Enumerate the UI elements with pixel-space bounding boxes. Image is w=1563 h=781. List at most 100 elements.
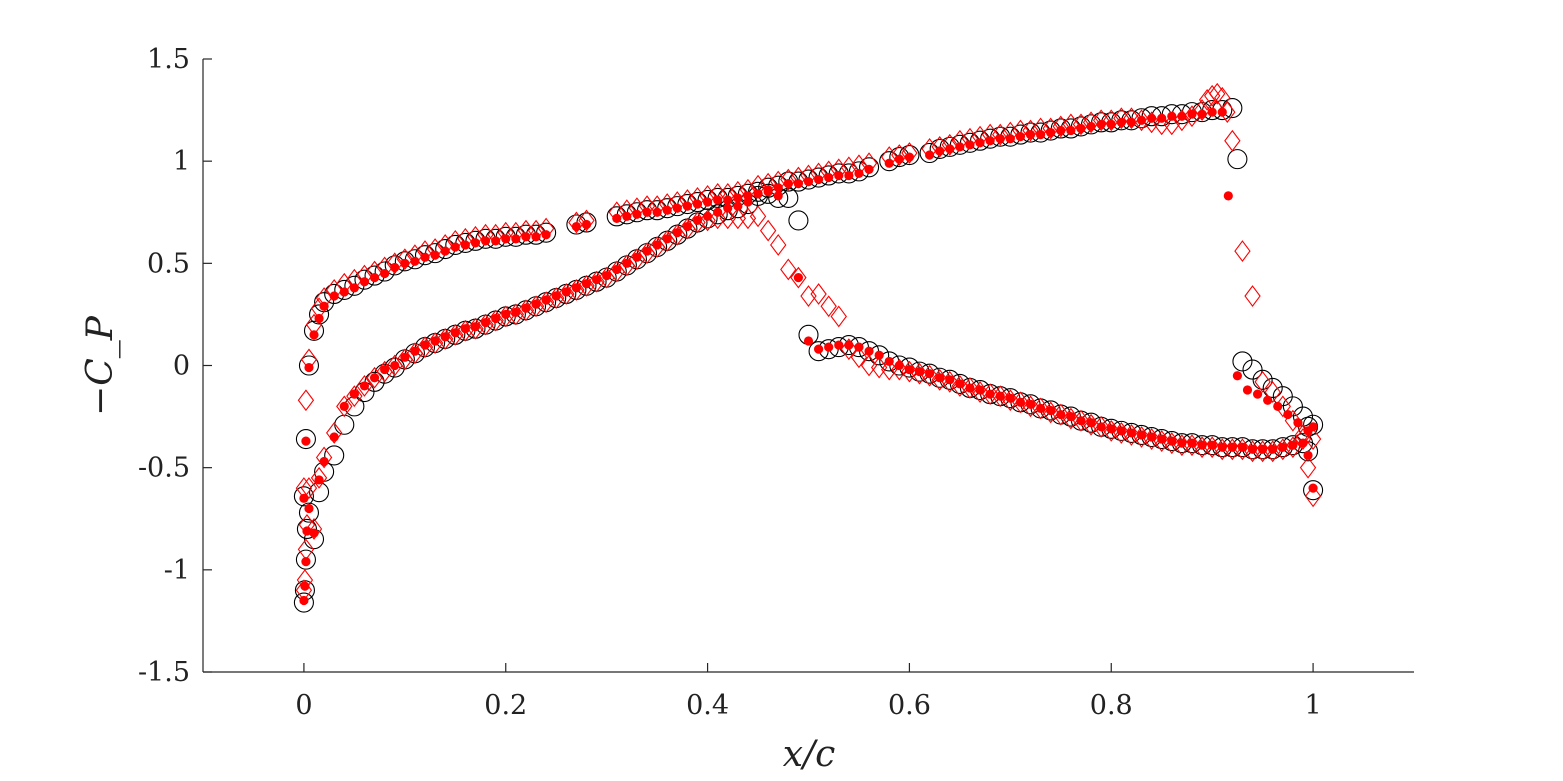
data-point-upper — [396, 248, 414, 271]
data-point-upper — [1103, 109, 1120, 132]
data-point-upper — [305, 313, 323, 336]
data-point-upper — [951, 129, 969, 152]
data-point-lower — [642, 246, 652, 256]
data-point-lower — [329, 432, 339, 442]
data-point-upper — [840, 156, 858, 179]
data-point-upper — [487, 223, 504, 246]
data-point-lower — [1113, 422, 1130, 444]
data-point-upper — [1294, 424, 1312, 446]
y-tick-label: -1 — [164, 555, 190, 586]
y-tick-label: 1 — [173, 146, 190, 177]
data-point-lower — [297, 538, 315, 561]
data-point-lower — [501, 309, 511, 320]
data-point-lower — [803, 336, 814, 346]
data-point-upper — [1002, 121, 1019, 144]
data-point-lower — [793, 273, 804, 283]
x-tick-label: 0.6 — [888, 690, 931, 721]
data-point-upper — [612, 213, 622, 223]
data-point-upper — [733, 193, 743, 203]
data-point-upper — [881, 146, 898, 168]
data-point-upper — [921, 137, 938, 160]
data-point-upper — [527, 219, 545, 242]
data-point-upper — [1042, 117, 1059, 140]
data-point-upper — [1209, 82, 1226, 105]
data-point-lower — [298, 502, 320, 523]
data-point-lower — [527, 295, 545, 318]
data-point-upper — [1273, 401, 1283, 411]
data-point-upper — [1123, 107, 1140, 130]
data-point-upper — [622, 211, 632, 221]
data-point-lower — [1092, 415, 1110, 438]
data-point-upper — [723, 195, 733, 205]
data-point-lower — [336, 395, 353, 418]
data-point-upper — [1308, 422, 1318, 432]
data-point-lower — [477, 313, 494, 336]
data-point-lower — [426, 332, 444, 354]
data-point-upper — [507, 221, 525, 244]
data-point-lower — [305, 518, 323, 540]
data-point-lower — [1123, 424, 1140, 446]
series-open-circle — [293, 97, 1324, 613]
data-point-lower — [568, 278, 585, 301]
data-point-upper — [925, 150, 935, 160]
data-point-lower — [921, 364, 938, 387]
data-point-upper — [426, 238, 444, 260]
data-point-upper — [1224, 129, 1241, 152]
data-point-upper — [315, 287, 333, 309]
data-point-upper — [965, 140, 975, 150]
data-point-lower — [961, 377, 979, 399]
data-point-upper — [770, 170, 787, 193]
data-point-lower — [558, 283, 575, 305]
data-point-lower — [860, 354, 878, 377]
data-point-lower — [304, 503, 314, 514]
data-point-upper — [739, 178, 757, 201]
data-point-upper — [1214, 86, 1231, 109]
data-point-upper — [1022, 119, 1039, 142]
data-point-upper — [1052, 115, 1069, 138]
data-point-lower — [632, 252, 642, 262]
data-point-upper — [1303, 414, 1324, 435]
data-point-upper — [470, 238, 481, 248]
data-point-lower — [813, 344, 824, 354]
data-point-lower — [293, 592, 314, 613]
data-point-lower — [588, 270, 605, 293]
data-point-upper — [309, 304, 330, 325]
y-tick-label: -1.5 — [138, 657, 190, 688]
data-point-lower — [319, 456, 329, 467]
data-point-lower — [780, 258, 797, 281]
data-point-lower — [622, 258, 632, 268]
data-point-lower — [662, 234, 672, 244]
data-point-upper — [618, 199, 636, 222]
data-point-upper — [813, 174, 824, 185]
data-point-upper — [457, 227, 474, 250]
data-point-upper — [406, 244, 424, 267]
data-point-lower — [1153, 430, 1170, 453]
data-point-lower — [457, 319, 474, 342]
data-point-upper — [689, 187, 706, 209]
data-point-upper — [1187, 109, 1197, 119]
data-point-upper — [834, 170, 844, 181]
data-point-lower — [914, 367, 925, 377]
data-point-upper — [891, 144, 908, 166]
data-point-upper — [1217, 107, 1227, 117]
data-point-lower — [1052, 403, 1069, 426]
data-point-lower — [314, 475, 324, 485]
data-point-lower — [369, 373, 380, 383]
data-point-lower — [1308, 483, 1318, 493]
data-point-lower — [1303, 450, 1313, 461]
data-point-lower — [334, 414, 355, 435]
data-point-upper — [632, 209, 642, 219]
data-point-upper — [790, 166, 807, 189]
data-point-upper — [652, 207, 662, 217]
data-point-upper — [692, 199, 703, 209]
data-point-lower — [1136, 430, 1147, 440]
data-point-lower — [739, 207, 757, 230]
data-point-upper — [662, 205, 672, 215]
data-point-lower — [925, 369, 935, 379]
data-point-upper — [682, 201, 693, 211]
data-point-lower — [548, 287, 565, 309]
data-point-lower — [904, 364, 915, 375]
data-point-lower — [689, 211, 706, 234]
data-point-lower — [1002, 389, 1019, 412]
data-point-lower — [911, 362, 928, 385]
